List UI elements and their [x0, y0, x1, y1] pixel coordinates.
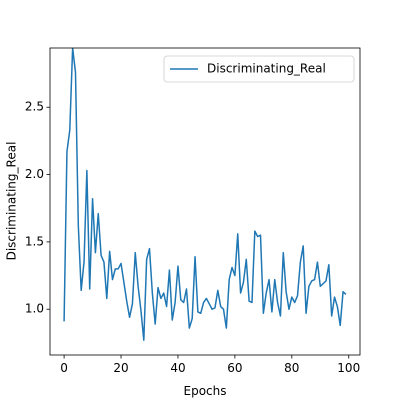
y-axis-label: Discriminating_Real	[5, 142, 19, 261]
y-tick-label: 2.0	[25, 167, 44, 181]
y-tick-label: 1.5	[25, 234, 44, 248]
legend-box	[163, 55, 355, 83]
x-tick-label: 0	[60, 361, 68, 375]
data-line	[63, 48, 347, 341]
y-tick-label: 1.0	[25, 302, 44, 316]
x-tick-label: 20	[113, 361, 128, 375]
plot-frame	[49, 47, 361, 356]
x-tick-label: 60	[227, 361, 242, 375]
legend-label: Discriminating_Real	[207, 62, 326, 76]
y-tick-label: 2.5	[25, 100, 44, 114]
x-axis-label: Epochs	[184, 384, 227, 398]
x-tick-label: 80	[284, 361, 299, 375]
x-tick-label: 100	[337, 361, 360, 375]
x-tick-label: 40	[170, 361, 185, 375]
